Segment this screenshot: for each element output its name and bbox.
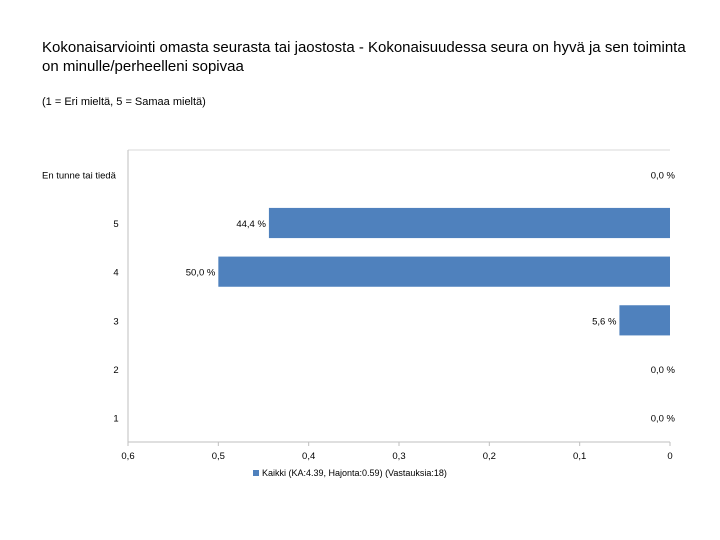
x-tick-label: 0,6 [121,451,134,462]
x-tick-label: 0,3 [392,451,405,462]
legend-label: Kaikki (KA:4.39, Hajonta:0.59) (Vastauks… [262,468,447,478]
chart-title: Kokonaisarviointi omasta seurasta tai ja… [42,39,686,75]
category-label: En tunne tai tiedä [42,170,117,181]
data-label: 5,6 % [592,316,617,327]
category-label: 1 [113,414,118,425]
x-tick-label: 0,5 [212,451,225,462]
data-label: 0,0 % [651,170,676,181]
x-tick-label: 0,4 [302,451,315,462]
data-label: 50,0 % [186,268,216,279]
data-label: 44,4 % [236,219,266,230]
legend-swatch [253,470,259,476]
data-label: 0,0 % [651,365,676,376]
data-label: 0,0 % [651,414,676,425]
bar [268,207,670,239]
category-label: 5 [113,219,118,230]
x-tick-label: 0 [667,451,672,462]
bar [218,256,671,287]
chart-subtitle: (1 = Eri mieltä, 5 = Samaa mieltä) [42,96,206,108]
category-label: 4 [113,268,118,279]
x-tick-label: 0,1 [573,451,586,462]
category-label: 2 [113,365,118,376]
x-tick-label: 0,2 [483,451,496,462]
category-label: 3 [113,316,118,327]
bar [619,305,670,336]
